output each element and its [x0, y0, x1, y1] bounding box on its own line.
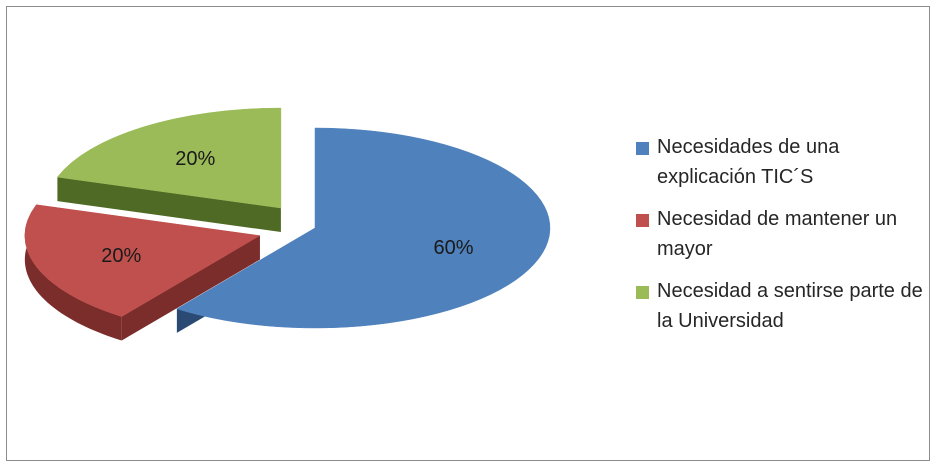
legend-swatch-blue: [636, 142, 649, 155]
legend-swatch-red: [636, 214, 649, 227]
legend: Necesidades de una explicación TIC´S Nec…: [636, 132, 926, 348]
data-label-slice-1: 60%: [434, 237, 474, 259]
pie-slice-top: [24, 204, 261, 317]
data-label-slice-3: 20%: [175, 148, 215, 170]
legend-label-sentirse-parte: Necesidad a sentirse parte de la Univers…: [657, 280, 923, 332]
pie-slice-top: [56, 107, 282, 209]
pie-slice-wall: [121, 235, 260, 341]
legend-item-sentirse-parte: Necesidad a sentirse parte de la Univers…: [636, 276, 926, 336]
pie-slice-1: [176, 127, 551, 333]
data-label-slice-2: 20%: [101, 245, 141, 267]
pie-slice-side: [24, 221, 122, 341]
pie-slice-wall: [57, 177, 281, 233]
legend-item-explicacion-tics: Necesidades de una explicación TIC´S: [636, 132, 926, 192]
pie-slice-3: [56, 107, 282, 233]
legend-swatch-green: [636, 286, 649, 299]
pie-slice-2: [24, 204, 261, 341]
pie-slice-top: [176, 127, 551, 329]
legend-item-mantener-mayor: Necesidad de mantener un mayor: [636, 204, 926, 264]
legend-label-mantener-mayor: Necesidad de mantener un mayor: [657, 208, 898, 260]
legend-label-explicacion-tics: Necesidades de una explicación TIC´S: [657, 136, 840, 188]
